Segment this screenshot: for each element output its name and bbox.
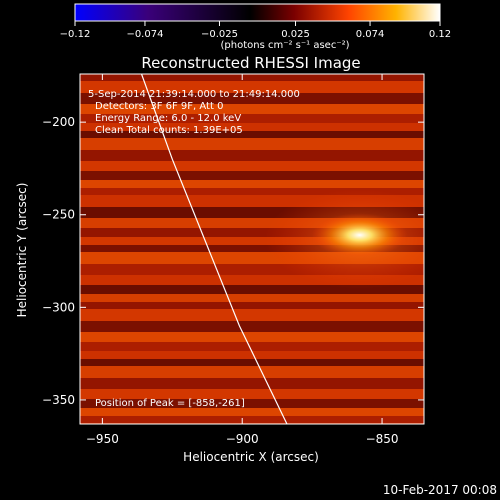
plot-area: −950−900−850−800 −200−250−300−350 [42, 73, 500, 446]
image-band [80, 275, 424, 285]
image-band [80, 74, 424, 81]
image-band [80, 285, 424, 294]
image-band [80, 207, 424, 218]
peak-position-label: Position of Peak = [-858,-261] [95, 398, 245, 409]
annotation-line: Clean Total counts: 1.39E+05 [95, 125, 243, 136]
image-band [80, 408, 424, 416]
annotation-line: Energy Range: 6.0 - 12.0 keV [95, 113, 241, 124]
secondary-source [448, 304, 500, 322]
x-axis-ticks: −950−900−850−800 [86, 74, 399, 446]
y-tick-label: −300 [42, 300, 75, 314]
colorbar-tick-label: 0.12 [429, 29, 451, 40]
image-band [80, 228, 424, 237]
colorbar-unit-label: (photons cm⁻² s⁻¹ asec⁻²) [220, 40, 349, 51]
x-tick-label: −850 [366, 432, 399, 446]
peak-source [311, 213, 408, 258]
colorbar-tick-label: −0.025 [201, 29, 238, 40]
image-band [80, 114, 424, 123]
footer-date: 10-Feb-2017 00:08 [383, 483, 497, 497]
y-tick-label: −200 [42, 115, 75, 129]
colorbar-tick-label: −0.074 [126, 29, 163, 40]
image-band [80, 180, 424, 188]
image-band [80, 309, 424, 321]
image-band [80, 237, 424, 245]
image-band [80, 302, 424, 309]
image-band [80, 264, 424, 275]
image-band [80, 245, 424, 252]
image-band [80, 366, 424, 378]
annotation-line: 5-Sep-2014 21:39:14.000 to 21:49:14.000 [88, 89, 300, 100]
image-band [80, 359, 424, 366]
colorbar-tick-label: −0.12 [60, 29, 91, 40]
plot-frame [79, 73, 425, 425]
image-band [80, 389, 424, 399]
y-tick-label: −350 [42, 393, 75, 407]
colorbar-ticks: −0.12 −0.074 −0.025 0.025 0.074 0.12 [60, 21, 451, 40]
y-tick-label: −250 [42, 208, 75, 222]
image-band [80, 332, 424, 342]
y-axis-label: Heliocentric Y (arcsec) [15, 183, 29, 318]
image-band [80, 294, 424, 302]
image-band [80, 171, 424, 180]
chart-title: Reconstructed RHESSI Image [141, 54, 360, 72]
image-stripes [80, 74, 424, 424]
colorbar-tick-label: 0.025 [281, 29, 310, 40]
annotation-line: Detectors: 3F 6F 9F, Att 0 [95, 101, 223, 112]
image-band [80, 81, 424, 93]
image-band [80, 104, 424, 114]
image-band [80, 399, 424, 408]
image-band [80, 342, 424, 351]
image-band [80, 218, 424, 228]
image-band [80, 150, 424, 161]
x-tick-label: −900 [226, 432, 259, 446]
x-axis-label: Heliocentric X (arcsec) [183, 450, 319, 464]
image-band [80, 138, 424, 150]
image-band [80, 188, 424, 195]
image-band [80, 131, 424, 138]
y-axis-ticks: −200 −250 −300 −350 [42, 115, 424, 407]
colorbar: −0.12 −0.074 −0.025 0.025 0.074 0.12 (photons… [60, 3, 451, 51]
image-band [80, 93, 424, 104]
colorbar-gradient [74, 3, 441, 22]
image-band [80, 351, 424, 359]
x-tick-label: −950 [86, 432, 119, 446]
image-band [80, 123, 424, 131]
image-band [80, 161, 424, 171]
image-band [80, 378, 424, 389]
solar-limb-curve [140, 74, 288, 424]
image-band [80, 416, 424, 423]
colorbar-tick-label: 0.074 [356, 29, 385, 40]
annotation-block: 5-Sep-2014 21:39:14.000 to 21:49:14.000D… [88, 89, 300, 136]
image-band [80, 321, 424, 332]
